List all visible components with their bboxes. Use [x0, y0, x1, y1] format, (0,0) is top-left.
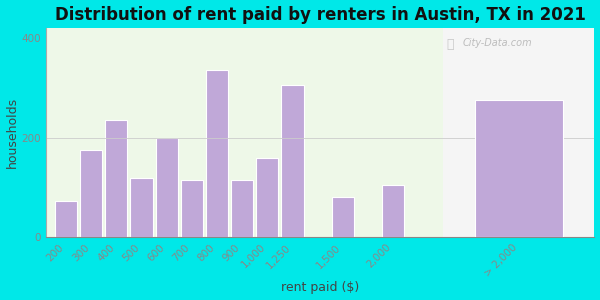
Bar — [55, 202, 77, 237]
Bar — [475, 100, 563, 237]
Bar — [181, 180, 203, 237]
Bar — [443, 28, 600, 237]
Bar — [206, 70, 228, 237]
Text: ⦾: ⦾ — [446, 38, 454, 51]
Bar — [155, 138, 178, 237]
Y-axis label: households: households — [5, 97, 19, 168]
Text: City-Data.com: City-Data.com — [463, 38, 532, 48]
Bar — [475, 100, 563, 237]
Bar — [130, 178, 152, 237]
Bar — [382, 185, 404, 237]
X-axis label: rent paid ($): rent paid ($) — [281, 281, 359, 294]
Bar — [256, 158, 278, 237]
Bar — [332, 197, 354, 237]
Title: Distribution of rent paid by renters in Austin, TX in 2021: Distribution of rent paid by renters in … — [55, 6, 586, 24]
Bar — [281, 85, 304, 237]
Bar — [105, 120, 127, 237]
Bar — [80, 150, 102, 237]
Bar — [231, 180, 253, 237]
